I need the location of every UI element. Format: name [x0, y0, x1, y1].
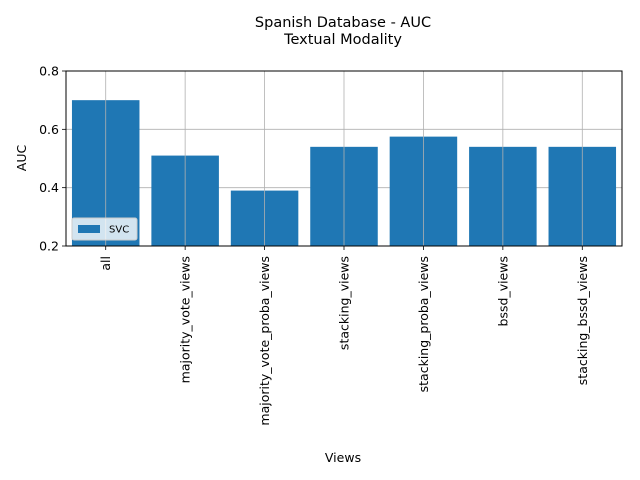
y-tick-label: 0.2 — [39, 239, 59, 254]
y-tick-label: 0.6 — [39, 122, 59, 137]
chart-title: Spanish Database - AUC — [255, 15, 431, 31]
x-axis-label: Views — [325, 450, 361, 465]
legend-swatch — [78, 225, 100, 233]
legend: SVC — [71, 217, 138, 241]
x-tick-label: stacking_proba_views — [416, 256, 431, 392]
legend-box — [71, 217, 138, 241]
x-tick-label: all — [98, 256, 113, 271]
x-tick-label: majority_vote_proba_views — [257, 256, 272, 426]
y-axis-label: AUC — [14, 145, 29, 172]
bars — [71, 71, 617, 247]
x-tick-label: bssd_views — [495, 256, 510, 326]
x-axis-ticks: all majority_vote_views majority_vote_prob… — [98, 246, 590, 426]
legend-label: SVC — [109, 225, 129, 236]
x-tick-label: stacking_views — [337, 256, 352, 350]
y-axis-ticks: 0.2 0.4 0.6 0.8 — [39, 64, 66, 254]
y-tick-label: 0.4 — [39, 180, 59, 195]
chart-subtitle: Textual Modality — [283, 32, 402, 48]
x-tick-label: majority_vote_views — [178, 256, 193, 383]
y-tick-label: 0.8 — [39, 64, 59, 79]
x-tick-label: stacking_bssd_views — [575, 256, 590, 385]
